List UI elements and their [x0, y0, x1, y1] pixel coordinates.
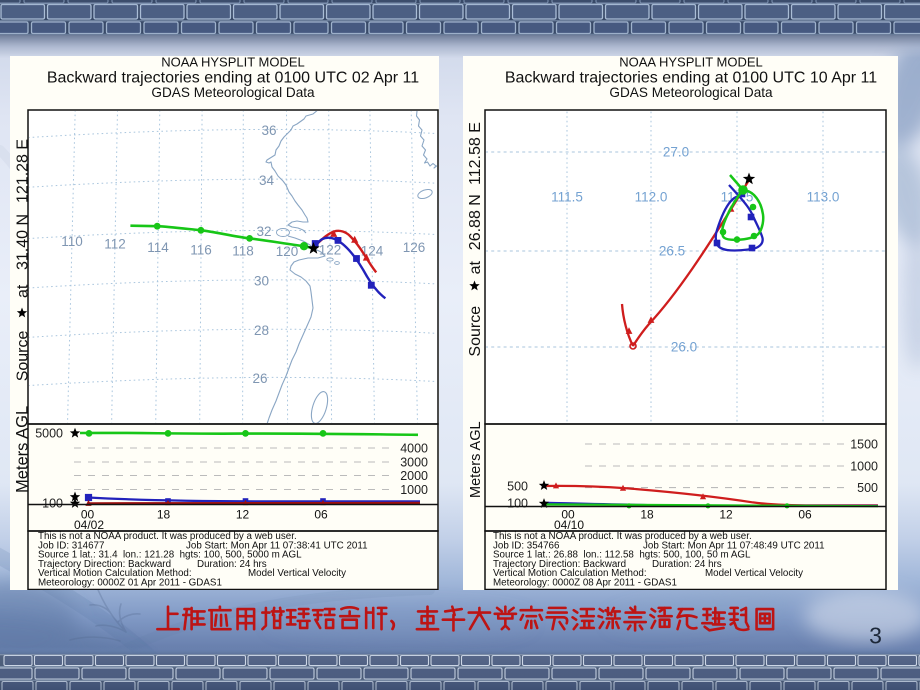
svg-text:112.0: 112.0: [635, 190, 668, 205]
svg-text:Job Start: Mon Apr 11 07:48:49: Job Start: Mon Apr 11 07:48:49 UTC 2011: [643, 540, 825, 551]
svg-text:18: 18: [157, 508, 171, 522]
svg-text:3: 3: [869, 623, 882, 649]
svg-text:4000: 4000: [400, 442, 428, 456]
svg-text:Meteorology: 0000Z 08 Apr 2011: Meteorology: 0000Z 08 Apr 2011 - GDAS1: [493, 578, 677, 589]
svg-text:113.0: 113.0: [807, 190, 840, 205]
svg-text:Duration: 24 hrs: Duration: 24 hrs: [197, 559, 267, 570]
svg-text:121.28 E: 121.28 E: [15, 139, 32, 203]
svg-text:Vertical Motion Calculation Me: Vertical Motion Calculation Method:: [493, 568, 647, 579]
svg-text:Job Start: Mon Apr 11 07:38:41: Job Start: Mon Apr 11 07:38:41 UTC 2011: [186, 540, 368, 551]
svg-text:26.0: 26.0: [671, 340, 697, 355]
svg-text:28: 28: [254, 323, 269, 338]
svg-text:at: at: [15, 284, 32, 298]
svg-text:Vertical Motion Calculation Me: Vertical Motion Calculation Method:: [38, 568, 192, 579]
svg-text:110: 110: [61, 234, 83, 249]
svg-text:27.0: 27.0: [663, 145, 689, 160]
svg-text:Source 1 lat.: 26.88 lon.: 11: Source 1 lat.: 26.88 lon.: 112.58 hgts: …: [493, 550, 751, 561]
svg-text:NOAA HYSPLIT MODEL: NOAA HYSPLIT MODEL: [619, 56, 763, 70]
svg-text:26.88 N: 26.88 N: [467, 194, 484, 250]
svg-text:Job ID: 314677: Job ID: 314677: [38, 540, 104, 551]
svg-text:5000: 5000: [35, 427, 63, 441]
svg-text:04/10: 04/10: [554, 518, 584, 532]
svg-text:18: 18: [640, 508, 654, 522]
svg-text:This is not a NOAA product. It: This is not a NOAA product. It was produ…: [38, 531, 297, 542]
svg-text:Trajectory Direction: Backward: Trajectory Direction: Backward: [38, 559, 171, 570]
svg-text:Meters AGL: Meters AGL: [468, 421, 484, 498]
svg-text:118: 118: [232, 244, 254, 259]
svg-text:36: 36: [261, 123, 276, 138]
svg-text:3000: 3000: [400, 456, 428, 470]
svg-text:Backward trajectories ending a: Backward trajectories ending at 0100 UTC…: [47, 70, 419, 87]
svg-text:1500: 1500: [850, 438, 878, 452]
svg-text:00: 00: [561, 508, 575, 522]
svg-text:2000: 2000: [400, 469, 428, 483]
svg-text:1000: 1000: [400, 483, 428, 497]
svg-text:NOAA HYSPLIT MODEL: NOAA HYSPLIT MODEL: [161, 56, 305, 70]
svg-text:111.5: 111.5: [551, 190, 583, 205]
svg-text:Trajectory Direction: Backward: Trajectory Direction: Backward: [493, 559, 626, 570]
svg-text:34: 34: [259, 173, 275, 188]
svg-text:Source: Source: [467, 306, 484, 357]
svg-text:at: at: [467, 261, 484, 275]
svg-text:Backward trajectories ending a: Backward trajectories ending at 0100 UTC…: [505, 70, 877, 87]
svg-text:This is not a NOAA product. It: This is not a NOAA product. It was produ…: [493, 531, 752, 542]
svg-text:500: 500: [857, 481, 878, 495]
svg-text:Source 1 lat.: 31.4 lon.: 121: Source 1 lat.: 31.4 lon.: 121.28 hgts: 1…: [38, 550, 302, 561]
svg-text:26: 26: [252, 371, 267, 386]
svg-text:120: 120: [276, 244, 299, 259]
svg-text:500: 500: [507, 480, 528, 494]
svg-text:Meteorology: 0000Z 01 Apr 2011: Meteorology: 0000Z 01 Apr 2011 - GDAS1: [38, 578, 222, 589]
svg-text:Duration: 24 hrs: Duration: 24 hrs: [652, 559, 722, 570]
svg-text:06: 06: [798, 508, 812, 522]
svg-text:Source: Source: [15, 331, 32, 382]
svg-text:31.40 N: 31.40 N: [15, 214, 32, 270]
svg-text:04/02: 04/02: [74, 518, 104, 532]
svg-text:00: 00: [81, 508, 95, 522]
svg-text:100: 100: [42, 497, 63, 511]
svg-text:GDAS Meteorological Data: GDAS Meteorological Data: [151, 85, 315, 100]
svg-text:116: 116: [190, 242, 212, 257]
svg-text:32: 32: [256, 224, 271, 239]
svg-text:112: 112: [104, 236, 126, 251]
svg-text:Meters AGL: Meters AGL: [14, 406, 32, 493]
svg-text:12: 12: [236, 508, 250, 522]
svg-text:06: 06: [314, 508, 328, 522]
svg-text:1000: 1000: [850, 460, 878, 474]
svg-text:GDAS Meteorological Data: GDAS Meteorological Data: [609, 85, 773, 100]
svg-text:114: 114: [147, 240, 169, 255]
svg-text:Job ID: 354766: Job ID: 354766: [493, 540, 560, 551]
svg-text:30: 30: [254, 274, 269, 289]
svg-text:Model Vertical Velocity: Model Vertical Velocity: [705, 568, 803, 579]
svg-text:26.5: 26.5: [659, 244, 685, 259]
svg-text:122: 122: [319, 242, 342, 257]
svg-text:126: 126: [403, 240, 426, 255]
svg-text:12: 12: [719, 508, 733, 522]
svg-text:112.58 E: 112.58 E: [467, 122, 484, 185]
svg-text:Model Vertical Velocity: Model Vertical Velocity: [248, 568, 346, 579]
